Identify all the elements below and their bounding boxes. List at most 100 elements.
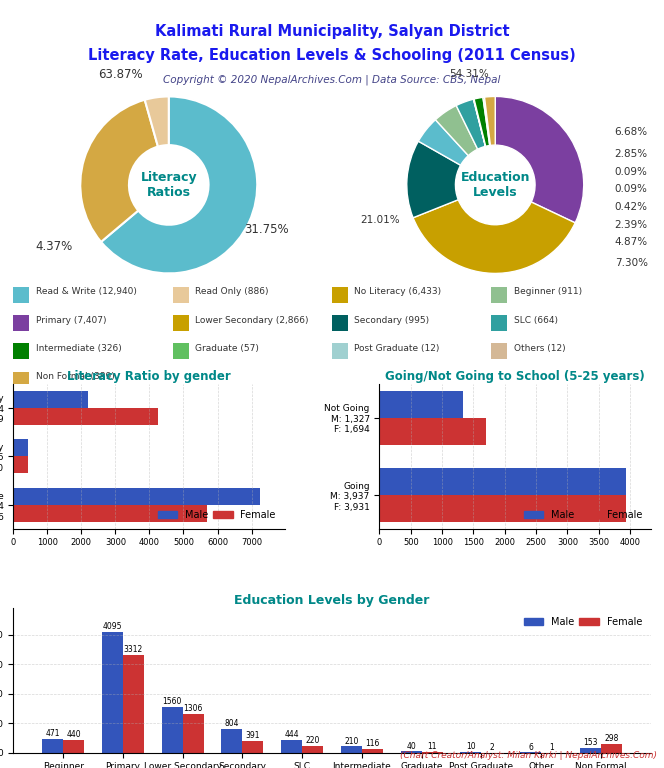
FancyBboxPatch shape (491, 286, 507, 303)
Text: 54.31%: 54.31% (449, 69, 489, 79)
Text: (Chart Creator/Analyst: Milan Karki | NepalArchives.Com): (Chart Creator/Analyst: Milan Karki | Ne… (400, 751, 657, 760)
Text: 0.09%: 0.09% (615, 184, 647, 194)
Bar (222, 729, 242, 753)
Text: 2.39%: 2.39% (615, 220, 648, 230)
Bar (379, 495, 625, 522)
Text: No Literacy (6,433): No Literacy (6,433) (355, 287, 442, 296)
Bar (341, 746, 362, 753)
Text: 3312: 3312 (124, 645, 143, 654)
Text: Lower Secondary (2,866): Lower Secondary (2,866) (195, 316, 309, 325)
Text: 2: 2 (489, 743, 494, 752)
Text: 210: 210 (344, 737, 359, 746)
Text: 1: 1 (549, 743, 554, 752)
Bar (13, 456, 29, 473)
Text: 2.85%: 2.85% (615, 149, 648, 159)
FancyBboxPatch shape (173, 343, 189, 359)
Wedge shape (101, 97, 257, 273)
Text: Read Only (886): Read Only (886) (195, 287, 268, 296)
Text: 40: 40 (406, 742, 416, 750)
Bar (102, 632, 123, 753)
Wedge shape (436, 105, 477, 156)
Bar (13, 439, 29, 456)
Bar (379, 391, 463, 418)
Text: 6.68%: 6.68% (615, 127, 648, 137)
Text: Primary (7,407): Primary (7,407) (36, 316, 106, 325)
Bar (183, 714, 204, 753)
Text: Literacy
Ratios: Literacy Ratios (141, 171, 197, 199)
Text: SLC (664): SLC (664) (514, 316, 558, 325)
FancyBboxPatch shape (13, 315, 29, 331)
Bar (379, 468, 626, 495)
Text: 153: 153 (583, 738, 598, 747)
Wedge shape (473, 99, 485, 147)
Bar (63, 740, 84, 753)
Text: 31.75%: 31.75% (244, 223, 288, 236)
Text: 6: 6 (528, 743, 533, 752)
Text: Beginner (911): Beginner (911) (514, 287, 582, 296)
Text: 1306: 1306 (183, 704, 203, 713)
FancyBboxPatch shape (332, 315, 348, 331)
Text: 0.09%: 0.09% (615, 167, 647, 177)
Bar (242, 741, 264, 753)
Text: 116: 116 (365, 740, 380, 748)
Title: Going/Not Going to School (5-25 years): Going/Not Going to School (5-25 years) (385, 370, 645, 382)
Text: 4.37%: 4.37% (35, 240, 72, 253)
Text: Secondary (995): Secondary (995) (355, 316, 430, 325)
Bar (400, 751, 422, 753)
Text: 7.30%: 7.30% (615, 258, 647, 268)
Text: 440: 440 (66, 730, 81, 739)
FancyBboxPatch shape (491, 343, 507, 359)
FancyBboxPatch shape (332, 343, 348, 359)
Text: 471: 471 (45, 729, 60, 738)
Text: 0.42%: 0.42% (615, 202, 647, 212)
Text: Non Formal (389): Non Formal (389) (36, 372, 114, 382)
Wedge shape (483, 97, 491, 145)
Text: 4.87%: 4.87% (615, 237, 648, 247)
Wedge shape (413, 200, 575, 273)
Text: 391: 391 (246, 731, 260, 740)
Bar (379, 418, 485, 445)
Wedge shape (456, 99, 485, 149)
FancyBboxPatch shape (173, 315, 189, 331)
Text: Literacy Rate, Education Levels & Schooling (2011 Census): Literacy Rate, Education Levels & School… (88, 48, 576, 63)
Wedge shape (145, 97, 169, 147)
Wedge shape (473, 99, 486, 147)
Text: Kalimati Rural Municipality, Salyan District: Kalimati Rural Municipality, Salyan Dist… (155, 25, 509, 39)
Bar (13, 488, 260, 505)
FancyBboxPatch shape (13, 372, 29, 388)
FancyBboxPatch shape (332, 286, 348, 303)
Text: 10: 10 (466, 743, 475, 751)
Text: 21.01%: 21.01% (361, 215, 400, 225)
Legend: Male, Female: Male, Female (154, 506, 280, 524)
Wedge shape (80, 100, 158, 242)
Text: Others (12): Others (12) (514, 344, 565, 353)
Text: 11: 11 (428, 743, 437, 751)
Wedge shape (495, 97, 584, 223)
FancyBboxPatch shape (13, 286, 29, 303)
Wedge shape (418, 120, 468, 165)
Bar (362, 750, 382, 753)
Wedge shape (485, 97, 495, 145)
Text: Intermediate (326): Intermediate (326) (36, 344, 122, 353)
Text: 298: 298 (604, 734, 618, 743)
Text: Read & Write (12,940): Read & Write (12,940) (36, 287, 137, 296)
Legend: Male, Female: Male, Female (520, 613, 646, 631)
Bar (162, 707, 183, 753)
FancyBboxPatch shape (13, 343, 29, 359)
Legend: Male, Female: Male, Female (520, 506, 646, 524)
Text: 444: 444 (284, 730, 299, 739)
Text: 4095: 4095 (103, 622, 122, 631)
Bar (601, 744, 622, 753)
Bar (13, 408, 157, 425)
FancyBboxPatch shape (491, 315, 507, 331)
Text: 1560: 1560 (163, 697, 182, 706)
Text: 63.87%: 63.87% (98, 68, 142, 81)
Wedge shape (407, 141, 461, 218)
Wedge shape (474, 98, 490, 146)
Bar (302, 746, 323, 753)
Bar (13, 505, 207, 522)
Bar (42, 739, 63, 753)
Text: Copyright © 2020 NepalArchives.Com | Data Source: CBS, Nepal: Copyright © 2020 NepalArchives.Com | Dat… (163, 74, 501, 84)
Text: Post Graduate (12): Post Graduate (12) (355, 344, 440, 353)
Title: Literacy Ratio by gender: Literacy Ratio by gender (67, 370, 231, 382)
